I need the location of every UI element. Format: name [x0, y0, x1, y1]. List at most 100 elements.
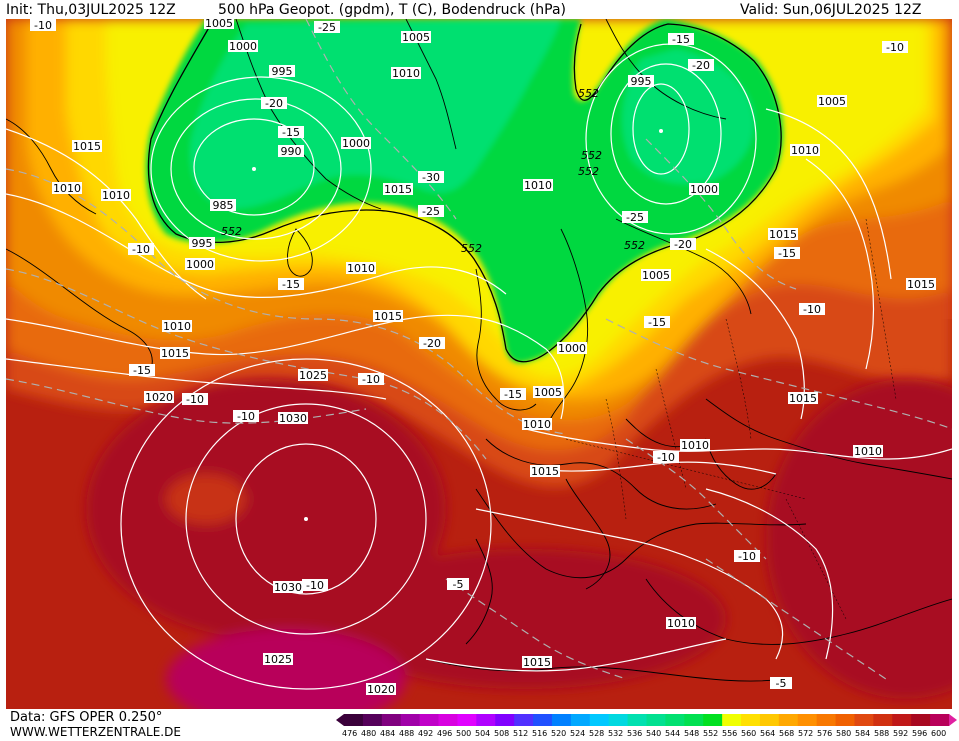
colorbar-cell — [797, 714, 818, 726]
colorbar-cell — [495, 714, 515, 726]
isobar-label: 1010 — [101, 189, 131, 202]
svg-text:1015: 1015 — [789, 392, 817, 405]
temp-label: -15 — [278, 278, 304, 291]
colorbar-cell — [722, 714, 742, 726]
isobar-label: 1015 — [72, 140, 102, 153]
colorbar-tick: 568 — [779, 729, 795, 738]
colorbar — [336, 714, 957, 726]
colorbar-tick: 488 — [399, 729, 415, 738]
colorbar-tick: 564 — [760, 729, 776, 738]
colorbar-tick: 596 — [912, 729, 928, 738]
isobar-label: 1010 — [52, 182, 82, 195]
colorbar-tick: 572 — [798, 729, 814, 738]
svg-text:1000: 1000 — [186, 258, 214, 271]
svg-text:-15: -15 — [672, 33, 690, 46]
temp-label: -20 — [419, 337, 445, 350]
map-svg: 1005 1000 995 990 985 995 1000 1005 1010… — [6, 19, 952, 709]
isobar-label: 1005 — [817, 95, 847, 108]
colorbar-cell — [759, 714, 780, 726]
colorbar-min-arrow — [336, 714, 344, 726]
geopot-label: 552 — [578, 87, 599, 100]
svg-text:-25: -25 — [626, 211, 644, 224]
colorbar-cell — [627, 714, 647, 726]
temp-label: -5 — [447, 578, 469, 591]
svg-text:1020: 1020 — [145, 391, 173, 404]
isotherms — [6, 19, 952, 680]
colorbar-cell — [665, 714, 685, 726]
svg-text:1015: 1015 — [161, 347, 189, 360]
svg-text:-10: -10 — [34, 19, 52, 32]
svg-text:995: 995 — [631, 75, 652, 88]
colorbar-tick: 548 — [684, 729, 700, 738]
colorbar-tick: 576 — [817, 729, 833, 738]
svg-text:1010: 1010 — [392, 67, 420, 80]
colorbar-tick: 544 — [665, 729, 681, 738]
temp-label: -10 — [358, 373, 384, 386]
pressure-centers — [252, 129, 663, 521]
svg-text:-10: -10 — [306, 579, 324, 592]
svg-text:-25: -25 — [422, 205, 440, 218]
isobar-label: 1015 — [530, 465, 560, 478]
isobar-label: 995 — [269, 65, 295, 78]
svg-text:-10: -10 — [362, 373, 380, 386]
colorbar-cell — [344, 714, 364, 726]
svg-text:1015: 1015 — [769, 228, 797, 241]
temp-label: -20 — [670, 238, 696, 251]
isobar-label: 1000 — [689, 183, 719, 196]
colorbar-tick: 476 — [342, 729, 358, 738]
svg-text:1010: 1010 — [53, 182, 81, 195]
isobar-label: 1015 — [768, 228, 798, 241]
isobar-label: 1020 — [366, 683, 396, 696]
svg-text:995: 995 — [192, 237, 213, 250]
colorbar-tick: 520 — [551, 729, 567, 738]
geopot-label: 552 — [578, 165, 599, 178]
svg-text:1030: 1030 — [279, 412, 307, 425]
colorbar-tick: 512 — [513, 729, 529, 738]
geopot-label: 552 — [581, 149, 602, 162]
colorbar-tick: 504 — [475, 729, 491, 738]
colorbar-tick: 528 — [589, 729, 605, 738]
map-area: 1005 1000 995 990 985 995 1000 1005 1010… — [6, 19, 952, 709]
svg-text:-20: -20 — [423, 337, 441, 350]
colorbar-tick: 552 — [703, 729, 719, 738]
svg-text:1010: 1010 — [347, 262, 375, 275]
svg-text:-5: -5 — [776, 677, 787, 690]
isobar-label: 1005 — [401, 31, 431, 44]
temp-label: -10 — [182, 393, 208, 406]
colorbar-cell — [892, 714, 912, 726]
colorbar-tick: 536 — [627, 729, 643, 738]
svg-text:-10: -10 — [886, 41, 904, 54]
colorbar-tick: 492 — [418, 729, 434, 738]
svg-text:1010: 1010 — [667, 617, 695, 630]
isobar-label: 1030 — [278, 412, 308, 425]
geopot-label: 552 — [624, 239, 645, 252]
colorbar-cell — [551, 714, 572, 726]
header-bar: Init: Thu,03JUL2025 12Z 500 hPa Geopot. … — [0, 0, 959, 22]
colorbar-cell — [419, 714, 439, 726]
svg-text:-10: -10 — [738, 550, 756, 563]
isobar-label: 1015 — [383, 183, 413, 196]
temp-label: -10 — [128, 243, 154, 256]
svg-text:1010: 1010 — [681, 439, 709, 452]
colorbar-tick-labels: 476 480 484 488 492 496 500 504 508 512 516 520 524 5… — [342, 729, 950, 741]
temp-label: -15 — [774, 247, 800, 260]
colorbar-cell — [476, 714, 496, 726]
colorbar-cell — [570, 714, 591, 726]
colorbar-cell — [816, 714, 836, 726]
svg-text:1025: 1025 — [299, 369, 327, 382]
svg-text:1030: 1030 — [274, 581, 302, 594]
colorbar-tick: 524 — [570, 729, 586, 738]
isobar-label: 1000 — [341, 137, 371, 150]
colorbar-tick: 508 — [494, 729, 510, 738]
temp-label: -10 — [799, 303, 825, 316]
svg-text:985: 985 — [213, 199, 234, 212]
isobar-label: 1005 — [641, 269, 671, 282]
colorbar-cell — [589, 714, 610, 726]
geopot-label: 552 — [461, 242, 482, 255]
colorbar-tick: 480 — [361, 729, 377, 738]
colorbar-tick: 556 — [722, 729, 738, 738]
geopotential-labels: 552 552 552 552 552 552 — [221, 87, 645, 255]
temp-label: -15 — [278, 126, 304, 139]
svg-text:1015: 1015 — [374, 310, 402, 323]
low-center-marker — [252, 167, 256, 171]
